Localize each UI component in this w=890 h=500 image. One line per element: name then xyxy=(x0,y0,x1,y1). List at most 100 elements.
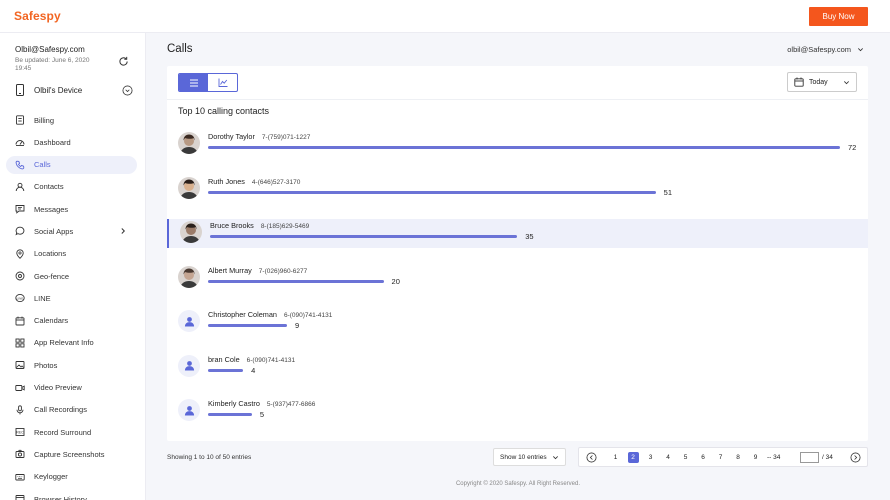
page-7-button[interactable]: 7 xyxy=(718,454,723,461)
user-menu[interactable]: olbil@Safespy.com xyxy=(787,45,864,54)
pagination: -- 34 / 34 1 2 3 4 5 6 7 8 9 xyxy=(578,447,868,467)
user-email: olbil@Safespy.com xyxy=(787,45,851,54)
pagination-ellipsis: -- 34 xyxy=(767,454,781,461)
calendar-icon xyxy=(15,316,25,326)
contact-name: Bruce Brooks xyxy=(210,221,254,230)
contact-row[interactable]: Kimberly Castro 5-(937)477-6866 5 xyxy=(167,397,868,426)
page-4-button[interactable]: 4 xyxy=(666,454,670,461)
chevron-down-icon xyxy=(844,80,849,84)
refresh-icon[interactable] xyxy=(118,56,129,67)
contact-phone: 7-(026)960-6277 xyxy=(258,267,308,275)
chevron-down-icon xyxy=(553,455,558,459)
sidebar-item-label: Call Recordings xyxy=(34,405,87,415)
next-page-icon[interactable] xyxy=(850,452,861,463)
total-pages: / 34 xyxy=(822,454,833,461)
sidebar-item-video-preview[interactable]: Video Preview xyxy=(6,379,137,397)
top-bar: Safespy Buy Now xyxy=(0,0,890,33)
device-selector[interactable]: Olbil's Device xyxy=(15,83,133,97)
keyboard-icon xyxy=(15,472,25,482)
contact-info: Dorothy Taylor 7-(759)071-1227 xyxy=(208,132,310,141)
avatar xyxy=(178,176,200,199)
avatar xyxy=(178,265,200,288)
last-updated: Be updated: June 6, 2020 19:45 xyxy=(15,57,90,72)
sidebar-item-calendars[interactable]: Calendars xyxy=(6,312,137,330)
call-count: 35 xyxy=(525,232,534,241)
sidebar-item-geo-fence[interactable]: Geo-fence xyxy=(6,267,137,285)
page-3-button[interactable]: 3 xyxy=(648,454,653,461)
previous-page-icon[interactable] xyxy=(586,452,597,463)
card-heading: Top 10 calling contacts xyxy=(178,106,270,116)
entries-per-page-value: Show 10 entries xyxy=(500,453,547,461)
contact-name: Christopher Coleman xyxy=(208,310,277,319)
contact-row[interactable]: Bruce Brooks 8-(185)629-5469 35 xyxy=(167,219,868,248)
contact-name: Dorothy Taylor xyxy=(208,132,255,141)
contact-row[interactable]: bran Cole 6-(090)741-4131 4 xyxy=(167,353,868,382)
sidebar-item-social-apps[interactable]: Social Apps xyxy=(6,222,137,240)
sidebar-item-label: Billing xyxy=(34,115,55,125)
line-icon: LINE xyxy=(15,293,25,303)
calendar-icon xyxy=(794,77,804,87)
geofence-icon xyxy=(15,271,25,281)
apps-icon xyxy=(15,338,25,348)
page-2-button[interactable]: 2 xyxy=(627,452,639,463)
date-filter-value: Today xyxy=(809,78,828,86)
call-count: 9 xyxy=(295,321,300,330)
sidebar-item-label: Record Surround xyxy=(34,427,92,437)
contact-info: Bruce Brooks 8-(185)629-5469 xyxy=(210,221,309,230)
sidebar-item-dashboard[interactable]: Dashboard xyxy=(6,133,137,151)
date-filter-select[interactable]: Today xyxy=(787,72,857,92)
line-chart-icon xyxy=(218,78,227,87)
entries-per-page-select[interactable]: Show 10 entries xyxy=(493,448,566,466)
messages-icon xyxy=(15,204,25,214)
contact-info: Ruth Jones 4-(646)527-3170 xyxy=(208,177,300,186)
call-count-bar xyxy=(208,368,244,372)
contact-phone: 4-(646)527-3170 xyxy=(251,178,301,186)
sidebar-item-capture-screenshots[interactable]: Capture Screenshots xyxy=(6,445,137,463)
sidebar-item-browser-history[interactable]: Browser History xyxy=(6,490,137,500)
sidebar-item-billing[interactable]: Billing xyxy=(6,111,137,129)
account-email: Olbil@Safespy.com xyxy=(15,45,85,54)
contact-row[interactable]: Ruth Jones 4-(646)527-3170 51 xyxy=(167,175,868,204)
calls-card: Today Top 10 calling contacts Dorothy Ta… xyxy=(167,66,868,441)
list-view-button[interactable] xyxy=(179,74,208,91)
sidebar-item-label: App Relevant Info xyxy=(34,338,94,348)
contact-row[interactable]: Albert Murray 7-(026)960-6277 20 xyxy=(167,264,868,293)
contact-info: Kimberly Castro 5-(937)477-6866 xyxy=(208,399,315,408)
sidebar-item-record-surround[interactable]: REC Record Surround xyxy=(6,423,137,441)
chat-icon xyxy=(15,226,25,236)
page-9-button[interactable]: 9 xyxy=(753,454,758,461)
sidebar-item-keylogger[interactable]: Keylogger xyxy=(6,468,137,486)
view-toggle xyxy=(178,73,238,92)
sidebar-item-locations[interactable]: Locations xyxy=(6,245,137,263)
sidebar-item-messages[interactable]: Messages xyxy=(6,200,137,218)
sidebar-item-label: Keylogger xyxy=(34,472,68,482)
buy-now-button[interactable]: Buy Now xyxy=(809,7,868,26)
page-1-button[interactable]: 1 xyxy=(613,454,618,461)
phone-device-icon xyxy=(16,84,24,96)
brand-logo[interactable]: Safespy xyxy=(14,9,61,23)
page-5-button[interactable]: 5 xyxy=(683,454,688,461)
sidebar-nav: Billing Dashboard Calls Contacts Messages Soc… xyxy=(6,111,137,500)
sidebar-item-label: Calendars xyxy=(34,316,69,326)
page-6-button[interactable]: 6 xyxy=(701,454,705,461)
page-8-button[interactable]: 8 xyxy=(736,454,740,461)
location-icon xyxy=(15,249,25,259)
call-count-bar xyxy=(208,279,384,283)
sidebar-item-label: Capture Screenshots xyxy=(34,449,105,459)
call-count: 51 xyxy=(663,187,672,197)
contact-row[interactable]: Christopher Coleman 6-(090)741-4131 9 xyxy=(167,308,868,337)
contact-name: bran Cole xyxy=(208,354,240,364)
sidebar-item-photos[interactable]: Photos xyxy=(6,356,137,374)
sidebar-item-label: Messages xyxy=(34,204,69,214)
contact-row[interactable]: Dorothy Taylor 7-(759)071-1227 72 xyxy=(167,130,868,159)
microphone-icon xyxy=(15,405,25,415)
sidebar-item-call-recordings[interactable]: Call Recordings xyxy=(6,401,137,419)
contacts-icon xyxy=(15,182,25,192)
default-avatar-icon xyxy=(178,310,200,332)
page-number-input[interactable] xyxy=(800,452,819,463)
sidebar-item-calls[interactable]: Calls xyxy=(6,155,137,174)
sidebar-item-line[interactable]: LINE LINE xyxy=(6,289,137,307)
chart-view-button[interactable] xyxy=(208,74,237,91)
sidebar-item-contacts[interactable]: Contacts xyxy=(6,178,137,196)
sidebar-item-app-relevant-info[interactable]: App Relevant Info xyxy=(6,334,137,352)
